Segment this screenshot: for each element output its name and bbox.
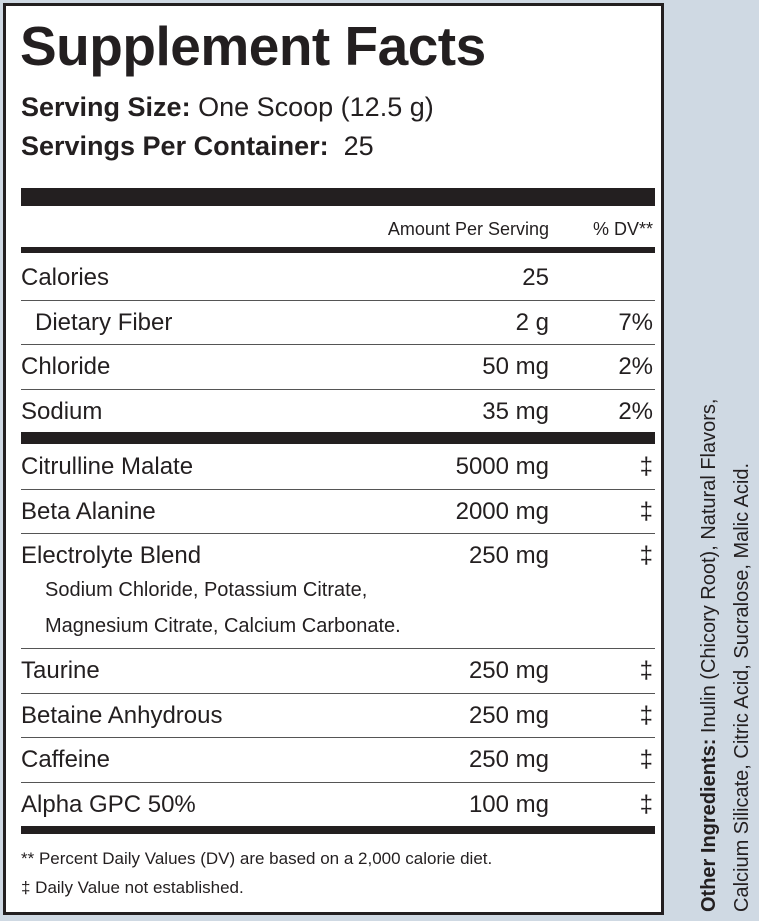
thick-divider <box>21 188 655 206</box>
thick-divider <box>21 826 655 834</box>
ingredient-row: Caffeine 250 mg ‡ <box>21 738 655 783</box>
nutrient-name: Sodium <box>21 397 103 425</box>
ingredient-row: Alpha GPC 50% 100 mg ‡ <box>21 783 655 828</box>
ingredient-amount: 5000 mg <box>455 453 549 480</box>
ingredient-name: Taurine <box>21 657 100 684</box>
nutrient-dv: 2% <box>618 397 653 425</box>
blend-components: Magnesium Citrate, Calcium Carbonate. <box>45 615 401 637</box>
nutrient-row: Chloride 50 mg 2% <box>21 345 655 390</box>
ingredient-name: Electrolyte Blend <box>21 542 202 569</box>
other-ingredients-text: Other Ingredients: Inulin (Chicory Root)… <box>693 312 759 912</box>
nutrient-dv: 2% <box>618 353 653 380</box>
ingredient-name: Betaine Anhydrous <box>21 701 223 729</box>
ingredient-amount: 2000 mg <box>455 497 549 525</box>
ingredient-dv: ‡ <box>639 790 653 818</box>
ingredient-name: Alpha GPC 50% <box>21 790 196 818</box>
servings-label: Servings Per Container: <box>21 131 329 161</box>
footnote-not-established: ‡ Daily Value not established. <box>21 878 244 897</box>
servings-per-container: Servings Per Container: 25 <box>21 131 374 162</box>
serving-size-value: One Scoop (12.5 g) <box>198 92 434 122</box>
ingredient-row: Taurine 250 mg ‡ <box>21 649 655 694</box>
other-ingredients-label: Other Ingredients: <box>698 738 720 912</box>
ingredient-row: Beta Alanine 2000 mg ‡ <box>21 490 655 534</box>
nutrient-amount: 2 g <box>515 308 549 336</box>
ingredient-dv: ‡ <box>639 497 653 525</box>
nutrient-amount: 35 mg <box>482 397 549 425</box>
ingredient-dv: ‡ <box>639 542 653 569</box>
nutrient-dv: 7% <box>618 308 653 336</box>
ingredient-amount: 250 mg <box>468 657 549 684</box>
serving-size-label: Serving Size: <box>21 92 191 122</box>
supplement-facts-panel: Supplement Facts Serving Size: One Scoop… <box>3 3 664 915</box>
ingredient-amount: 250 mg <box>468 701 549 729</box>
amount-header: Amount Per Serving <box>387 219 549 239</box>
nutrient-name: Dietary Fiber <box>35 308 173 336</box>
footnote-dv: ** Percent Daily Values (DV) are based o… <box>21 849 493 868</box>
ingredient-name: Citrulline Malate <box>21 453 194 480</box>
ingredient-dv: ‡ <box>639 746 653 773</box>
ingredient-dv: ‡ <box>639 453 653 480</box>
dv-header: % DV** <box>592 219 653 239</box>
nutrient-name: Chloride <box>21 353 111 380</box>
ingredient-amount: 250 mg <box>468 542 549 569</box>
ingredient-name: Caffeine <box>21 746 110 773</box>
nutrient-list: Calories 25 Dietary Fiber 2 g 7% Chloride 50… <box>21 256 655 434</box>
nutrient-row: Calories 25 <box>21 256 655 301</box>
ingredient-amount: 250 mg <box>468 746 549 773</box>
panel-title: Supplement Facts <box>20 15 486 77</box>
other-ingredients-line: Inulin (Chicory Root), Natural Flavors, <box>698 398 720 739</box>
nutrient-row: Sodium 35 mg 2% <box>21 390 655 435</box>
nutrient-name: Calories <box>21 264 110 291</box>
thick-divider <box>21 432 655 444</box>
ingredient-name: Beta Alanine <box>21 497 156 525</box>
nutrient-row: Dietary Fiber 2 g 7% <box>21 301 655 345</box>
ingredient-dv: ‡ <box>639 701 653 729</box>
ingredient-list: Citrulline Malate 5000 mg ‡ Beta Alanine 20… <box>21 445 655 827</box>
ingredient-dv: ‡ <box>639 657 653 684</box>
blend-components: Sodium Chloride, Potassium Citrate, <box>45 579 368 601</box>
ingredient-row: Citrulline Malate 5000 mg ‡ <box>21 445 655 490</box>
nutrient-amount: 50 mg <box>482 353 549 380</box>
other-ingredients-line: Calcium Silicate, Citric Acid, Sucralose… <box>731 462 753 912</box>
ingredient-row: Electrolyte Blend 250 mg ‡ Sodium Chloride… <box>21 534 655 649</box>
ingredient-amount: 100 mg <box>468 790 549 818</box>
other-ingredients-panel: Other Ingredients: Inulin (Chicory Root)… <box>668 0 759 921</box>
column-header: Amount Per Serving % DV** <box>21 213 655 251</box>
divider <box>21 247 655 253</box>
nutrient-amount: 25 <box>522 264 549 291</box>
ingredient-row: Betaine Anhydrous 250 mg ‡ <box>21 694 655 738</box>
serving-size: Serving Size: One Scoop (12.5 g) <box>21 92 434 123</box>
servings-value: 25 <box>343 131 374 161</box>
